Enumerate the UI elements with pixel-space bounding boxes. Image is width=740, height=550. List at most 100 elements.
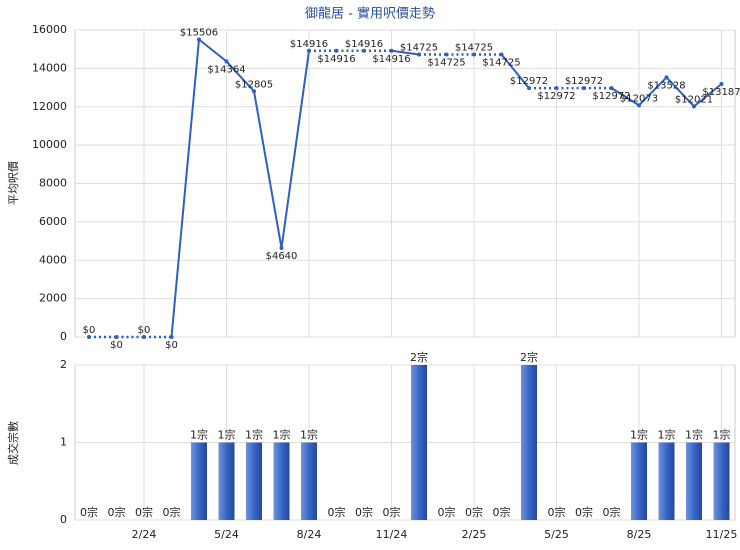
x-tick-label: 8/24 xyxy=(297,528,322,541)
y-axis-title: 成交宗數 xyxy=(6,421,20,465)
point xyxy=(334,48,339,53)
line-segment xyxy=(391,49,420,56)
point xyxy=(197,37,201,42)
point xyxy=(664,75,669,80)
point xyxy=(252,89,256,94)
y-tick-label: 1 xyxy=(60,436,67,449)
value-label: $0 xyxy=(165,340,178,351)
value-label: 1宗 xyxy=(300,428,318,442)
value-label: $12073 xyxy=(620,93,658,104)
bar xyxy=(301,442,317,520)
value-label: $14725 xyxy=(455,42,493,53)
x-tick-label: 8/25 xyxy=(627,528,652,541)
point xyxy=(279,245,284,250)
value-label: $14916 xyxy=(372,54,410,65)
point xyxy=(719,81,724,86)
point xyxy=(554,86,559,91)
value-label: 0宗 xyxy=(328,505,346,519)
value-label: 1宗 xyxy=(713,428,731,442)
x-tick-label: 5/25 xyxy=(544,528,569,541)
point xyxy=(114,335,119,339)
value-label: $14725 xyxy=(400,42,438,53)
line-segment xyxy=(693,83,723,108)
value-label: 0宗 xyxy=(108,505,126,519)
value-label: 1宗 xyxy=(245,428,263,442)
point xyxy=(582,86,586,91)
value-label: $14916 xyxy=(345,39,383,50)
bar xyxy=(686,442,702,520)
bar xyxy=(713,442,730,520)
x-tick-label: 2/24 xyxy=(132,528,157,541)
value-label: $12972 xyxy=(537,91,575,102)
point xyxy=(444,52,449,57)
bar xyxy=(246,442,262,520)
y-tick-label: 2000 xyxy=(39,292,67,305)
bar xyxy=(521,365,537,520)
value-label: $14725 xyxy=(427,57,465,68)
value-label: $12805 xyxy=(235,79,273,90)
value-label: $12972 xyxy=(565,76,603,87)
value-label: 0宗 xyxy=(135,505,153,519)
value-label: $15506 xyxy=(180,27,218,38)
point xyxy=(609,86,614,91)
y-axis-title: 平均呎價 xyxy=(6,161,20,205)
y-tick-label: 14000 xyxy=(32,61,67,74)
value-label: 2宗 xyxy=(520,350,538,364)
value-label: $12972 xyxy=(510,76,548,87)
x-tick-label: 5/24 xyxy=(214,528,239,541)
y-tick-label: 0 xyxy=(60,513,67,526)
line-segment xyxy=(610,87,640,107)
line-segment xyxy=(198,38,228,63)
value-label: 0宗 xyxy=(493,505,511,519)
value-label: $13528 xyxy=(647,80,685,91)
value-label: 0宗 xyxy=(438,505,456,519)
line-segment xyxy=(253,91,283,249)
point xyxy=(362,48,366,53)
value-label: 0宗 xyxy=(548,505,566,519)
value-label: $0 xyxy=(138,325,151,336)
point xyxy=(389,48,394,53)
y-tick-label: 16000 xyxy=(32,23,67,36)
value-label: 1宗 xyxy=(685,428,703,442)
bar xyxy=(218,442,235,520)
y-tick-label: 6000 xyxy=(39,215,67,228)
point xyxy=(472,52,476,57)
value-label: $0 xyxy=(110,340,123,351)
bar xyxy=(191,442,207,520)
value-label: 0宗 xyxy=(163,505,181,519)
bar xyxy=(658,442,675,520)
line-segment xyxy=(638,76,668,107)
line-segment xyxy=(225,60,255,92)
chart-title: 御龍居 - 實用呎價走勢 xyxy=(305,6,435,22)
value-label: 1宗 xyxy=(190,428,208,442)
value-label: $14725 xyxy=(482,57,520,68)
value-label: 0宗 xyxy=(465,505,483,519)
value-label: $0 xyxy=(83,325,96,336)
value-label: $13187 xyxy=(702,87,740,98)
y-tick-label: 10000 xyxy=(32,138,67,151)
value-label: 1宗 xyxy=(273,428,291,442)
value-label: $14364 xyxy=(207,64,245,75)
line-segment xyxy=(500,53,530,89)
x-tick-label: 11/24 xyxy=(376,528,408,541)
value-label: $4640 xyxy=(266,251,298,262)
value-label: 0宗 xyxy=(575,505,593,519)
value-label: 0宗 xyxy=(603,505,621,519)
bar xyxy=(273,442,290,520)
value-label: $14916 xyxy=(317,54,355,65)
bar xyxy=(631,442,647,520)
value-label: 1宗 xyxy=(218,428,236,442)
point xyxy=(307,48,311,53)
value-label: 2宗 xyxy=(410,350,428,364)
point xyxy=(87,335,91,339)
value-label: $12021 xyxy=(675,94,713,105)
point xyxy=(224,59,229,64)
y-tick-label: 0 xyxy=(60,330,67,343)
point xyxy=(499,52,504,57)
line-segment xyxy=(280,50,310,249)
x-tick-label: 2/25 xyxy=(462,528,487,541)
value-label: 0宗 xyxy=(80,505,98,519)
point xyxy=(142,335,146,339)
line-segment xyxy=(665,76,695,108)
